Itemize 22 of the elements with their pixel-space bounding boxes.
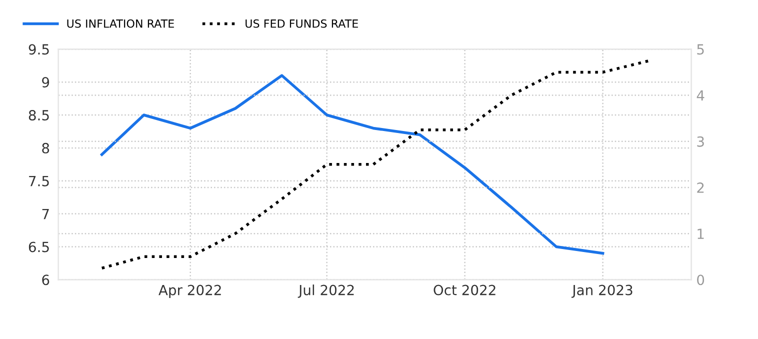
y2-tick-label: 5 (697, 44, 704, 55)
y-tick-label: 7.5 (29, 176, 49, 186)
y2-tick-label: 2 (697, 182, 704, 193)
y2-tick-label: 0 (697, 274, 704, 286)
y-tick-label: 7 (42, 208, 49, 220)
x-tick-label: Jul 2022 (298, 284, 354, 298)
y2-tick-label: 1 (698, 228, 704, 239)
y-tick-label: 9 (42, 77, 50, 88)
line-series (100, 74, 604, 255)
x-tick-label: Oct 2022 (434, 284, 496, 296)
x-tick-label: Apr 2022 (158, 284, 221, 298)
y-tick-label: 8 (42, 142, 50, 154)
y-tick-label: 8.5 (28, 110, 49, 120)
x-tick-label: Jan 2023 (572, 284, 632, 298)
y2-tick-label: 3 (697, 136, 704, 147)
legend-label: US FED FUNDS RATE (246, 19, 358, 28)
y-tick-label: 6 (42, 274, 50, 286)
line-series (100, 59, 651, 270)
y2-tick-label: 4 (696, 90, 704, 101)
legend-label: US INFLATION RATE (67, 19, 174, 28)
y-tick-label: 6.5 (28, 242, 49, 252)
y-tick-label: 9.5 (28, 44, 49, 55)
